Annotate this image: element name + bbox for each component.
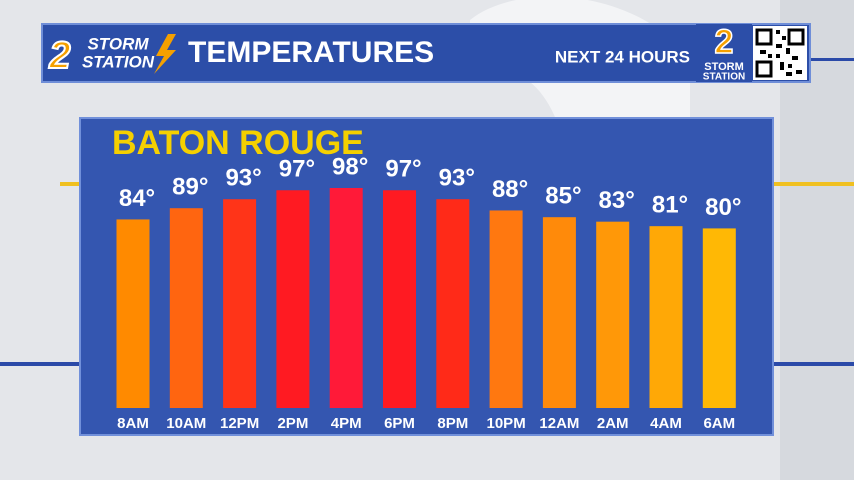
logo-line: STATION <box>82 52 155 71</box>
logo-number: 2 <box>48 35 70 77</box>
x-tick-label: 10AM <box>166 415 206 432</box>
bar <box>169 208 203 408</box>
value-label: 93° <box>225 165 261 192</box>
value-label: 88° <box>492 176 528 203</box>
bar <box>329 188 363 408</box>
logo-line: STORM <box>704 61 744 73</box>
x-tick-label: 12AM <box>539 415 579 432</box>
bar <box>649 226 683 408</box>
value-label: 98° <box>332 153 368 180</box>
value-label: 97° <box>279 156 315 183</box>
x-tick-label: 8PM <box>437 415 468 432</box>
bar <box>116 219 150 408</box>
value-label: 93° <box>439 165 475 192</box>
x-tick-label: 2PM <box>277 415 308 432</box>
value-label: 81° <box>652 192 688 219</box>
value-label: 84° <box>119 185 155 212</box>
logo-number: 2 <box>715 23 734 61</box>
bar <box>596 221 630 408</box>
bar <box>542 217 576 408</box>
x-tick-label: 4AM <box>650 415 682 432</box>
chart-title: BATON ROUGE <box>112 124 364 162</box>
logo-line: STORM <box>87 34 149 53</box>
x-tick-label: 10PM <box>487 415 526 432</box>
bar <box>489 210 523 408</box>
bar <box>436 199 470 408</box>
bar <box>702 228 736 408</box>
qr-code <box>753 26 807 80</box>
value-label: 97° <box>385 156 421 183</box>
bar <box>276 190 310 408</box>
x-tick-label: 4PM <box>331 415 362 432</box>
x-tick-label: 6PM <box>384 415 415 432</box>
bar <box>223 199 257 408</box>
header-subtitle: NEXT 24 HOURS <box>555 47 690 66</box>
x-tick-label: 8AM <box>117 415 149 432</box>
logo-line: STATION <box>703 72 745 83</box>
value-label: 85° <box>545 183 581 210</box>
logo-bolt <box>154 34 176 74</box>
logo-box <box>696 24 752 82</box>
x-tick-label: 6AM <box>703 415 735 432</box>
header-title: TEMPERATURES <box>188 36 434 69</box>
value-label: 89° <box>172 174 208 201</box>
x-tick-label: 12PM <box>220 415 259 432</box>
x-tick-label: 2AM <box>597 415 629 432</box>
bar <box>383 190 416 408</box>
value-label: 80° <box>705 194 741 221</box>
value-label: 83° <box>599 187 635 214</box>
